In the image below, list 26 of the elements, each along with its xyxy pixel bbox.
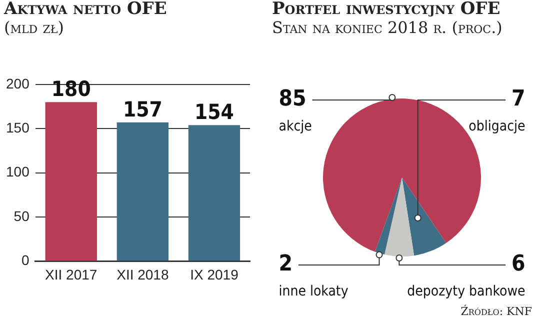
chart-subtitle: Stan na koniec 2018 r. (proc.) <box>272 18 504 37</box>
bar <box>188 125 240 261</box>
x-tick-label: IX 2019 <box>190 266 239 282</box>
bar <box>116 122 169 261</box>
chart-title: Aktywa netto OFE <box>4 0 168 19</box>
y-tick-label: 50 <box>14 208 30 224</box>
y-tick-label: 100 <box>6 164 30 180</box>
chart-subtitle: (mld zł) <box>4 18 65 37</box>
x-tick-label: XII 2018 <box>116 266 169 282</box>
x-tick-label: XII 2017 <box>45 266 98 282</box>
data-label: 85 <box>278 86 306 112</box>
slice-label: akcje <box>278 118 312 135</box>
y-tick-label: 150 <box>6 119 30 136</box>
bar <box>45 102 97 261</box>
slice-label: obligacje <box>468 118 526 135</box>
slice-label: depozyty bankowe <box>407 284 526 300</box>
chart-title: Portfel inwestycyjny OFE <box>272 0 502 19</box>
text: Źródło: KNF <box>460 305 532 318</box>
y-tick-label: 200 <box>6 75 30 92</box>
data-label: 157 <box>122 97 162 122</box>
data-label: 2 <box>278 252 292 277</box>
data-label: 6 <box>512 252 526 277</box>
data-label: 7 <box>512 86 526 112</box>
slice-label: inne lokaty <box>278 284 349 300</box>
data-label: 154 <box>194 100 234 124</box>
y-tick-label: 0 <box>22 252 30 268</box>
